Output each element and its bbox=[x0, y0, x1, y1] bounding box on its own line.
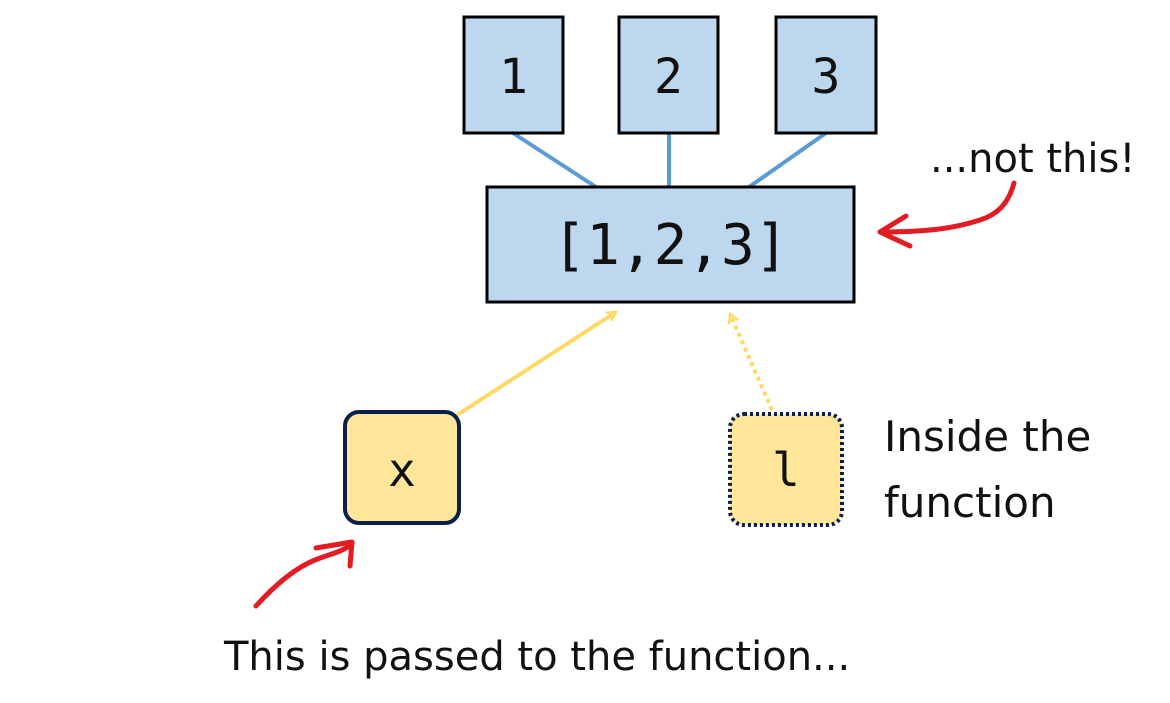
element-box-2 bbox=[617, 15, 720, 135]
caption-inside-line1: Inside the bbox=[884, 412, 1092, 461]
list-box-label: [1,2,3] bbox=[552, 213, 788, 278]
element-box-2-label: 2 bbox=[654, 49, 683, 105]
element-box-3 bbox=[774, 15, 878, 135]
variable-x-label: x bbox=[388, 443, 416, 497]
element-box-3-label: 3 bbox=[812, 49, 841, 105]
element-box-1-label: 1 bbox=[499, 49, 528, 105]
pointer-x-to-list bbox=[455, 310, 616, 417]
variable-x-box bbox=[343, 410, 461, 525]
edge-3-to-list bbox=[747, 131, 828, 189]
variable-l-box bbox=[728, 412, 844, 527]
variable-l-label: l bbox=[772, 443, 800, 497]
edge-1-to-list bbox=[511, 131, 598, 189]
annotation-arrowhead-passed bbox=[313, 539, 355, 569]
caption-passed: This is passed to the function... bbox=[224, 634, 851, 680]
annotation-arrowhead-not-this bbox=[877, 213, 913, 249]
caption-not-this: ...not this! bbox=[930, 136, 1136, 182]
element-box-1 bbox=[462, 15, 565, 135]
list-box bbox=[485, 185, 856, 304]
annotation-arrow-not-this bbox=[877, 180, 1017, 235]
annotation-arrow-passed bbox=[253, 541, 355, 609]
pointer-l-to-list bbox=[730, 314, 774, 411]
caption-inside-line2: function bbox=[884, 478, 1056, 527]
